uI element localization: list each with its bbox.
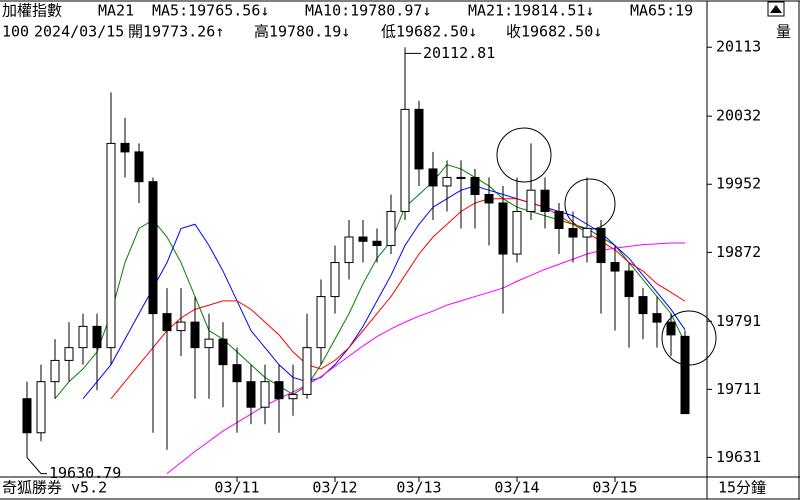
candle-body — [386, 210, 396, 247]
candle-body — [428, 168, 438, 187]
low-annotation: 19630.79 — [49, 464, 121, 482]
legend-entry: MA10:19780.97↓ — [305, 2, 431, 20]
candle-body — [50, 359, 60, 383]
candle-body — [106, 142, 116, 349]
highlight-circle — [496, 127, 552, 183]
candle-body — [470, 176, 480, 195]
candle-body — [512, 210, 522, 255]
candle-body — [78, 325, 88, 349]
candle-body — [638, 296, 648, 315]
candle-body — [456, 176, 466, 179]
candle-body — [246, 381, 256, 408]
indicator: MA21 — [98, 2, 134, 20]
legend-entry: MA5:19765.56↓ — [152, 2, 269, 20]
info-text: 高19780.19↓ — [254, 23, 350, 41]
x-tick-label: 03/13 — [396, 479, 441, 497]
high-annotation: 20112.81 — [423, 44, 495, 62]
info-text: 開19773.26↑ — [128, 23, 224, 41]
candle-body — [330, 262, 340, 298]
x-tick-label: 03/11 — [214, 479, 259, 497]
candle-body — [22, 398, 32, 434]
y-tick-label: 19872 — [716, 243, 761, 261]
candle-body — [610, 262, 620, 272]
y-tick-label: 19952 — [716, 175, 761, 193]
candle-body — [400, 108, 410, 212]
x-tick-label: 03/14 — [494, 479, 539, 497]
info-text: 100 — [2, 23, 29, 41]
legend-entry: MA21:19814.51↓ — [468, 2, 594, 20]
candle-body — [484, 193, 494, 204]
candle-body — [596, 228, 606, 264]
candle-body — [568, 228, 578, 238]
info-text: 收19682.50↓ — [506, 23, 602, 41]
candle-body — [666, 321, 676, 336]
candle-body — [624, 270, 634, 298]
candle-body — [358, 236, 368, 242]
candle-body — [148, 181, 158, 315]
candle-body — [680, 335, 690, 415]
candle-body — [302, 347, 312, 395]
info-text: 2024/03/15 — [34, 23, 124, 41]
candle-body — [134, 151, 144, 183]
x-tick-label: 03/12 — [312, 479, 357, 497]
app-name: 奇狐勝券 v5.2 — [2, 479, 107, 497]
y-tick-label: 19631 — [716, 448, 761, 466]
y-tick-label: 20032 — [716, 107, 761, 125]
candle-body — [218, 338, 228, 366]
period: 15分鐘 — [718, 479, 766, 497]
candle-body — [540, 189, 550, 212]
candle-body — [442, 176, 452, 187]
candle-body — [344, 236, 354, 264]
candle-body — [162, 313, 172, 332]
annotation-leader — [404, 47, 421, 54]
y-tick-label: 19711 — [716, 380, 761, 398]
candle-body — [260, 381, 270, 408]
candle-body — [64, 347, 74, 361]
candle-body — [526, 189, 536, 212]
candle-body — [372, 240, 382, 247]
y-tick-label: 19791 — [716, 312, 761, 330]
candle-body — [92, 325, 102, 349]
legend-entry: MA65:19 — [630, 2, 693, 20]
candle-body — [498, 202, 508, 255]
x-tick-label: 03/15 — [592, 479, 637, 497]
up-arrow-icon — [770, 5, 782, 13]
candle-body — [582, 228, 592, 238]
candle-body — [274, 381, 284, 400]
candle-body — [652, 313, 662, 323]
candle-body — [36, 381, 46, 434]
info-text: 量 — [776, 23, 791, 41]
candle-body — [554, 210, 564, 230]
info-text: 低19682.50↓ — [381, 23, 477, 41]
candle-body — [414, 108, 424, 170]
annotation-leader — [26, 457, 47, 475]
ma-line — [82, 185, 686, 400]
candle-body — [288, 393, 298, 400]
candle-body — [190, 321, 200, 349]
symbol: 加權指數 — [2, 2, 62, 20]
candle-body — [204, 338, 214, 349]
y-tick-label: 20113 — [716, 38, 761, 56]
plot-area — [22, 47, 690, 474]
candle-body — [120, 142, 130, 153]
candle-body — [176, 321, 186, 332]
ma-line — [54, 164, 686, 400]
candle-body — [232, 364, 242, 383]
candle-body — [316, 296, 326, 349]
